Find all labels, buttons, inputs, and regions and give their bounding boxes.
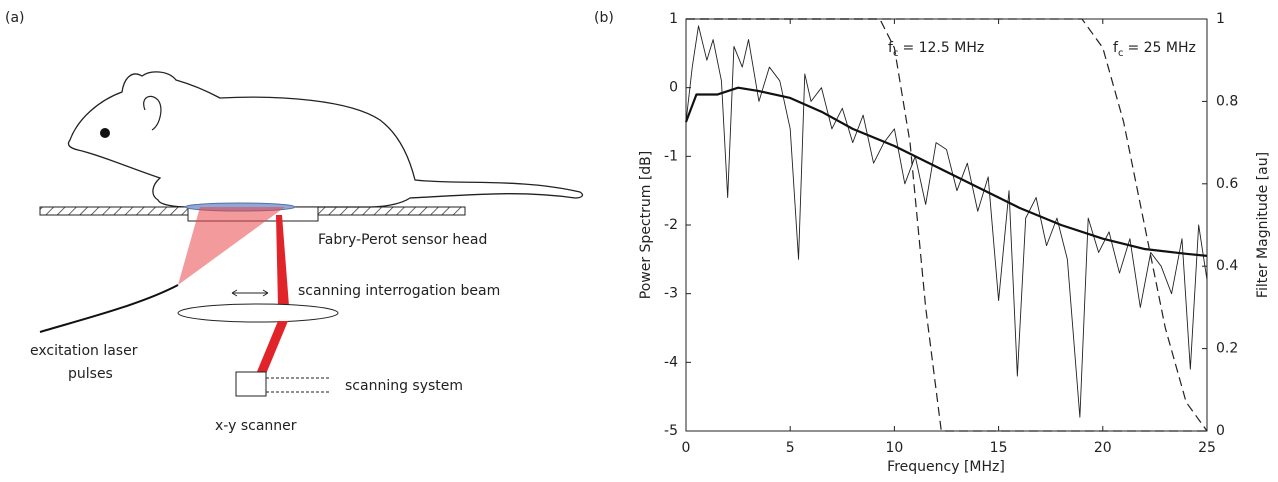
- y2-tick-label: 0.8: [1216, 93, 1238, 109]
- annotation-symbol: f: [1113, 40, 1119, 56]
- annotation-text: = 12.5 MHz: [902, 40, 984, 56]
- scan-arrow: [231, 289, 269, 297]
- panel-b-chart: (b) Frequency [MHz] Power Spectrum [dB] …: [594, 10, 1271, 475]
- mouse-outline: [67, 71, 584, 208]
- x-tick-label: 5: [786, 440, 795, 456]
- annotation: fc = 25 MHz: [1113, 40, 1196, 59]
- x-tick-label: 15: [990, 440, 1008, 456]
- diagram-label: pulses: [68, 366, 113, 382]
- data-line: [686, 18, 1208, 432]
- x-tick-label: 10: [885, 440, 903, 456]
- y-tick-label: -1: [664, 148, 678, 164]
- scanner-box: [235, 371, 267, 397]
- y-tick-label: -3: [664, 286, 678, 302]
- data-line: [685, 25, 1208, 418]
- diagram-label: Fabry-Perot sensor head: [318, 232, 487, 248]
- diagram-label: excitation laser: [30, 343, 138, 359]
- excitation-beam: [178, 207, 285, 285]
- y-tick-label: 0: [669, 80, 678, 96]
- y2-axis-label: Filter Magnitude [au]: [1255, 152, 1271, 298]
- diagram-label: scanning system: [345, 378, 463, 394]
- diagram-label: x-y scanner: [215, 418, 297, 434]
- y-tick-label: -5: [664, 423, 678, 439]
- annotation: fc = 12.5 MHz: [888, 40, 984, 59]
- y2-tick-label: 0.4: [1216, 258, 1238, 274]
- x-tick-label: 0: [682, 440, 691, 456]
- diagram-label: scanning interrogation beam: [298, 283, 500, 299]
- y2-tick-label: 0.6: [1216, 176, 1238, 192]
- interrogation-beam: [276, 215, 289, 306]
- fiber: [39, 284, 179, 333]
- mouse-ear: [143, 95, 162, 131]
- y2-tick-label: 0.2: [1216, 341, 1238, 357]
- y-tick-label: -2: [664, 217, 678, 233]
- x-axis-label: Frequency [MHz]: [887, 459, 1005, 475]
- lens: [177, 303, 339, 323]
- panel-a-diagram: (a) Fabry-Perot sensor head scanning int…: [5, 10, 584, 434]
- annotation-symbol: f: [888, 40, 894, 56]
- y-axis-label: Power Spectrum [dB]: [638, 151, 654, 299]
- mouse-eye: [100, 128, 110, 138]
- annotation-text: = 25 MHz: [1127, 40, 1195, 56]
- y2-tick-label: 0: [1216, 423, 1225, 439]
- panel-label: (b): [594, 10, 614, 26]
- x-tick-label: 25: [1198, 440, 1216, 456]
- panel-label: (a): [5, 10, 25, 26]
- interrogation-beam-lower: [256, 321, 288, 374]
- data-line: [686, 18, 1207, 432]
- y-tick-label: -4: [664, 354, 678, 370]
- y-tick-label: 1: [669, 11, 678, 27]
- data-line: [684, 86, 1208, 257]
- plot-frame: [685, 18, 1208, 432]
- y2-tick-label: 1: [1216, 11, 1225, 27]
- annotation-subscript: c: [1118, 48, 1124, 59]
- x-tick-label: 20: [1094, 440, 1112, 456]
